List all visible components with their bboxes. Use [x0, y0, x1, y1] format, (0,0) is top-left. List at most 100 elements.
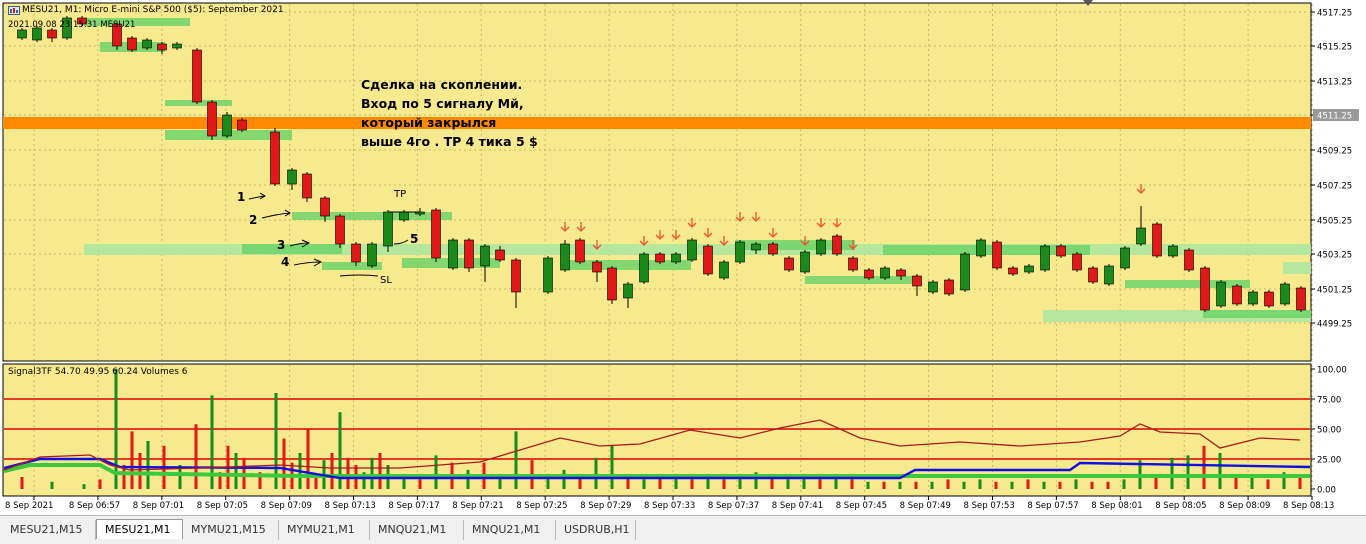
volume-bar	[1218, 453, 1222, 489]
tab-mymu21-m1[interactable]: MYMU21,M1	[279, 520, 370, 540]
tab-mnqu21-m1[interactable]: MNQU21,M1	[464, 520, 556, 540]
tab-mesu21-m15[interactable]: MESU21,M15	[2, 520, 96, 540]
indicator	[3, 369, 1311, 489]
chart-title: MESU21, M1: Micro E-mini S&P 500 ($5): S…	[22, 5, 284, 15]
volume-bar	[738, 474, 742, 489]
price-tick-label: 4517.25	[1317, 9, 1352, 19]
chart-subtitle: 2021.09.08 23:15:31 MESU21	[8, 20, 136, 30]
candle	[992, 241, 1002, 269]
candle	[237, 119, 247, 131]
price-zone	[1283, 262, 1311, 274]
time-tick-label: 8 Sep 07:09	[261, 501, 312, 511]
candle	[848, 257, 858, 271]
down-arrow-icon	[719, 236, 729, 246]
price-zone	[805, 276, 920, 284]
tab-mesu21-m1[interactable]: MESU21,M1	[96, 519, 183, 539]
volume-bar	[1170, 457, 1174, 489]
down-arrow-icon	[592, 240, 602, 250]
down-arrow-icon	[800, 236, 810, 246]
tab-usdrub-h1[interactable]: USDRUB,H1	[556, 520, 636, 540]
candle	[1120, 247, 1130, 269]
volume-bar	[770, 474, 774, 489]
volume-bar	[834, 474, 838, 489]
volume-bar	[1058, 481, 1062, 489]
candle	[976, 239, 986, 257]
signal-number-label: 1	[237, 190, 245, 204]
candle	[112, 23, 122, 47]
hand-stroke	[293, 258, 323, 267]
candle	[703, 245, 713, 275]
candle	[1008, 267, 1018, 275]
volume-bar	[178, 465, 182, 489]
volume-bar	[258, 472, 262, 489]
hand-stroke	[289, 239, 311, 248]
candle	[1216, 281, 1226, 307]
price-zone	[565, 260, 691, 270]
volume-bar	[930, 481, 934, 489]
tab-mnqu21-m1[interactable]: MNQU21,M1	[370, 520, 464, 540]
volume-bar	[754, 472, 758, 489]
price-tick-label: 4499.25	[1317, 320, 1352, 330]
volume-bar	[578, 474, 582, 489]
annotation-line: Вход по 5 сигналу Мй,	[361, 96, 524, 111]
signal-green-line	[3, 463, 1310, 478]
candle	[944, 279, 954, 295]
volume-bar	[50, 481, 54, 489]
candle	[592, 261, 602, 273]
volume-bar	[642, 479, 646, 489]
volume-bar	[818, 479, 822, 489]
candle	[543, 257, 553, 293]
candle	[383, 211, 393, 247]
volume-bar	[994, 481, 998, 489]
volume-bar	[114, 369, 118, 489]
volume-bar	[562, 469, 566, 489]
price-tick-label: 4515.25	[1317, 43, 1352, 53]
signal-number-label: 2	[249, 213, 257, 227]
signal-oscillator-line	[3, 419, 1301, 471]
candle	[1056, 245, 1066, 257]
volume-bar	[1186, 455, 1190, 489]
scroll-marker-icon[interactable]	[1083, 0, 1093, 6]
volume-bar	[234, 453, 238, 489]
candle	[1040, 245, 1050, 271]
volume-bar	[706, 477, 710, 489]
volume-bar	[378, 453, 382, 489]
volume-bar	[962, 481, 966, 489]
candle	[17, 29, 27, 39]
time-tick-label: 8 Sep 07:57	[1027, 501, 1078, 511]
down-arrow-icon	[735, 212, 745, 222]
volume-bar	[1266, 479, 1270, 489]
price-axis: 4517.25 4515.25 4513.25 4511.25 4509.25 4507.…	[1311, 9, 1359, 330]
price-tick-label: 4503.25	[1317, 251, 1352, 261]
volume-bar	[418, 479, 422, 489]
candle	[270, 131, 280, 185]
volume-bar	[914, 481, 918, 489]
chart-window[interactable]: 1 2 3 4 5 ТР SL 4517.25 4515.25 4513.25 4511.25 45…	[0, 0, 1366, 515]
price-zone	[165, 100, 232, 106]
candle	[832, 235, 842, 255]
price-zone	[84, 18, 190, 26]
volume-bar	[194, 424, 198, 489]
volume-bar	[370, 457, 374, 489]
candle	[800, 251, 810, 273]
candle	[896, 269, 906, 277]
volume-bar	[1122, 479, 1126, 489]
candle	[207, 101, 217, 137]
volume-bar	[434, 455, 438, 489]
time-tick-label: 8 Sep 08:01	[1091, 501, 1142, 511]
price-pane[interactable]	[2, 2, 1312, 362]
candle	[1104, 265, 1114, 285]
candle	[448, 239, 458, 269]
signal-number-label: 5	[410, 232, 418, 246]
tab-mymu21-m15[interactable]: MYMU21,M15	[183, 520, 279, 540]
time-tick-label: 8 Sep 07:37	[708, 501, 759, 511]
candle	[1232, 285, 1242, 305]
down-arrow-icon	[576, 222, 586, 232]
indicator-tick-label: 0.00	[1317, 486, 1336, 496]
volume-bar	[338, 412, 342, 489]
time-tick-label: 8 Sep 07:33	[644, 501, 695, 511]
volume-bar	[1250, 477, 1254, 489]
signal-number-label: 3	[277, 238, 285, 252]
down-arrow-icon	[687, 218, 697, 228]
